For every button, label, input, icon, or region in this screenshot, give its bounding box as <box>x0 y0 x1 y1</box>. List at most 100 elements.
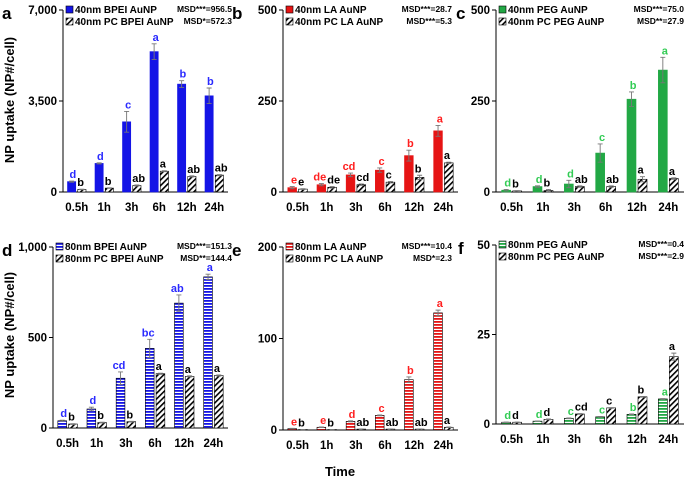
significance-letter: e <box>291 175 297 187</box>
bar-np <box>596 417 605 424</box>
bar-np <box>405 380 414 430</box>
significance-letter: ab <box>415 417 428 429</box>
error-bar <box>100 422 105 423</box>
msd-label: MSD**=27.9 <box>637 16 684 26</box>
x-tick-label: 0.5h <box>286 202 309 214</box>
legend-entry: 80nm BPEI AuNP <box>65 242 147 253</box>
legend-swatch <box>56 255 63 262</box>
legend-entry: 40nm PC LA AuNP <box>295 17 383 28</box>
y-tick-label: 0 <box>484 419 490 431</box>
bar-pc <box>575 414 584 424</box>
significance-letter: d <box>544 407 551 419</box>
significance-letter: ab <box>132 173 145 185</box>
significance-letter: c <box>599 404 605 416</box>
x-tick-label: 1h <box>536 434 549 446</box>
legend-entry: 80nm PC BPEI AuNP <box>65 254 164 265</box>
significance-letter: b <box>126 409 133 421</box>
legend-swatch <box>499 241 506 248</box>
x-tick-label: 0.5h <box>500 202 523 214</box>
panel-letter: e <box>232 241 241 260</box>
significance-letter: cd <box>343 161 356 173</box>
significance-letter: d <box>60 408 67 420</box>
y-tick-label: 3,500 <box>28 96 57 108</box>
significance-letter: b <box>544 177 551 189</box>
y-tick-label: 500 <box>471 5 490 17</box>
significance-letter: a <box>214 363 221 375</box>
legend-entry: 40nm PC PEG AuNP <box>508 17 605 28</box>
significance-letter: c <box>599 132 605 144</box>
y-tick-label: 500 <box>28 333 47 345</box>
significance-letter: a <box>185 364 192 376</box>
significance-letter: de <box>327 175 340 187</box>
legend-swatch <box>499 6 506 13</box>
bar-np <box>627 414 636 424</box>
y-tick-label: 50 <box>477 240 490 252</box>
msd-label: MSD***=2.9 <box>638 251 684 261</box>
error-bar <box>546 419 551 420</box>
msd-label: MSD**=144.4 <box>180 253 232 263</box>
msd-label: MSD***=0.4 <box>638 239 684 249</box>
x-tick-label: 6h <box>599 434 612 446</box>
bar-np <box>658 70 667 192</box>
error-bar <box>319 427 324 428</box>
bar-np <box>178 84 186 192</box>
significance-letter: b <box>630 402 637 414</box>
significance-letter: b <box>327 417 334 429</box>
x-tick-label: 12h <box>174 438 194 450</box>
bar-pc <box>607 408 616 424</box>
legend-entry: 40nm PEG AuNP <box>508 5 588 16</box>
significance-letter: c <box>125 99 131 111</box>
bar-np <box>95 163 103 192</box>
y-axis-label-top: NP uptake (NP#/cell) <box>2 37 17 163</box>
bar-np <box>434 313 443 430</box>
significance-letter: b <box>105 176 112 188</box>
significance-letter: d <box>90 395 97 407</box>
significance-letter: a <box>437 298 444 310</box>
significance-letter: b <box>207 76 214 88</box>
significance-letter: a <box>437 113 444 125</box>
significance-letter: b <box>415 163 422 175</box>
msd-label: MSD***=956.5 <box>177 4 232 14</box>
legend-swatch <box>66 18 73 25</box>
y-tick-label: 0 <box>271 425 277 437</box>
y-tick-label: 7,000 <box>28 5 57 17</box>
panel-letter: b <box>232 4 242 23</box>
significance-letter: b <box>512 179 519 191</box>
significance-letter: b <box>97 410 104 422</box>
significance-letter: ab <box>215 163 228 175</box>
significance-letter: b <box>407 138 414 150</box>
msd-label: MSD*=2.3 <box>413 253 452 263</box>
significance-letter: b <box>298 417 305 429</box>
significance-letter: a <box>669 166 676 178</box>
significance-letter: c <box>606 396 612 408</box>
significance-letter: c <box>568 406 574 418</box>
significance-letter: ab <box>606 174 619 186</box>
significance-letter: a <box>669 341 676 353</box>
x-tick-label: 1h <box>90 438 103 450</box>
error-bar <box>515 191 520 192</box>
significance-letter: a <box>662 387 669 399</box>
error-bar <box>629 414 634 415</box>
significance-letter: a <box>156 361 163 373</box>
y-tick-label: 1,000 <box>18 242 47 254</box>
bar-np <box>434 131 443 192</box>
significance-letter: a <box>207 262 214 274</box>
bar-np <box>204 277 213 428</box>
y-tick-label: 250 <box>258 96 277 108</box>
bar-np <box>205 96 213 192</box>
x-tick-label: 3h <box>125 202 138 214</box>
significance-letter: ab <box>575 174 588 186</box>
error-bar <box>577 414 582 415</box>
significance-letter: c <box>386 169 392 181</box>
legend-entry: 40nm PC BPEI AuNP <box>75 17 174 28</box>
y-tick-label: 100 <box>258 334 277 346</box>
bar-np <box>346 421 355 430</box>
bar-pc <box>185 376 194 428</box>
significance-letter: a <box>444 415 451 427</box>
significance-letter: ab <box>187 164 200 176</box>
msd-label: MSD***=151.3 <box>177 241 232 251</box>
msd-label: MSD***=5.3 <box>406 16 452 26</box>
error-bar <box>566 418 571 419</box>
